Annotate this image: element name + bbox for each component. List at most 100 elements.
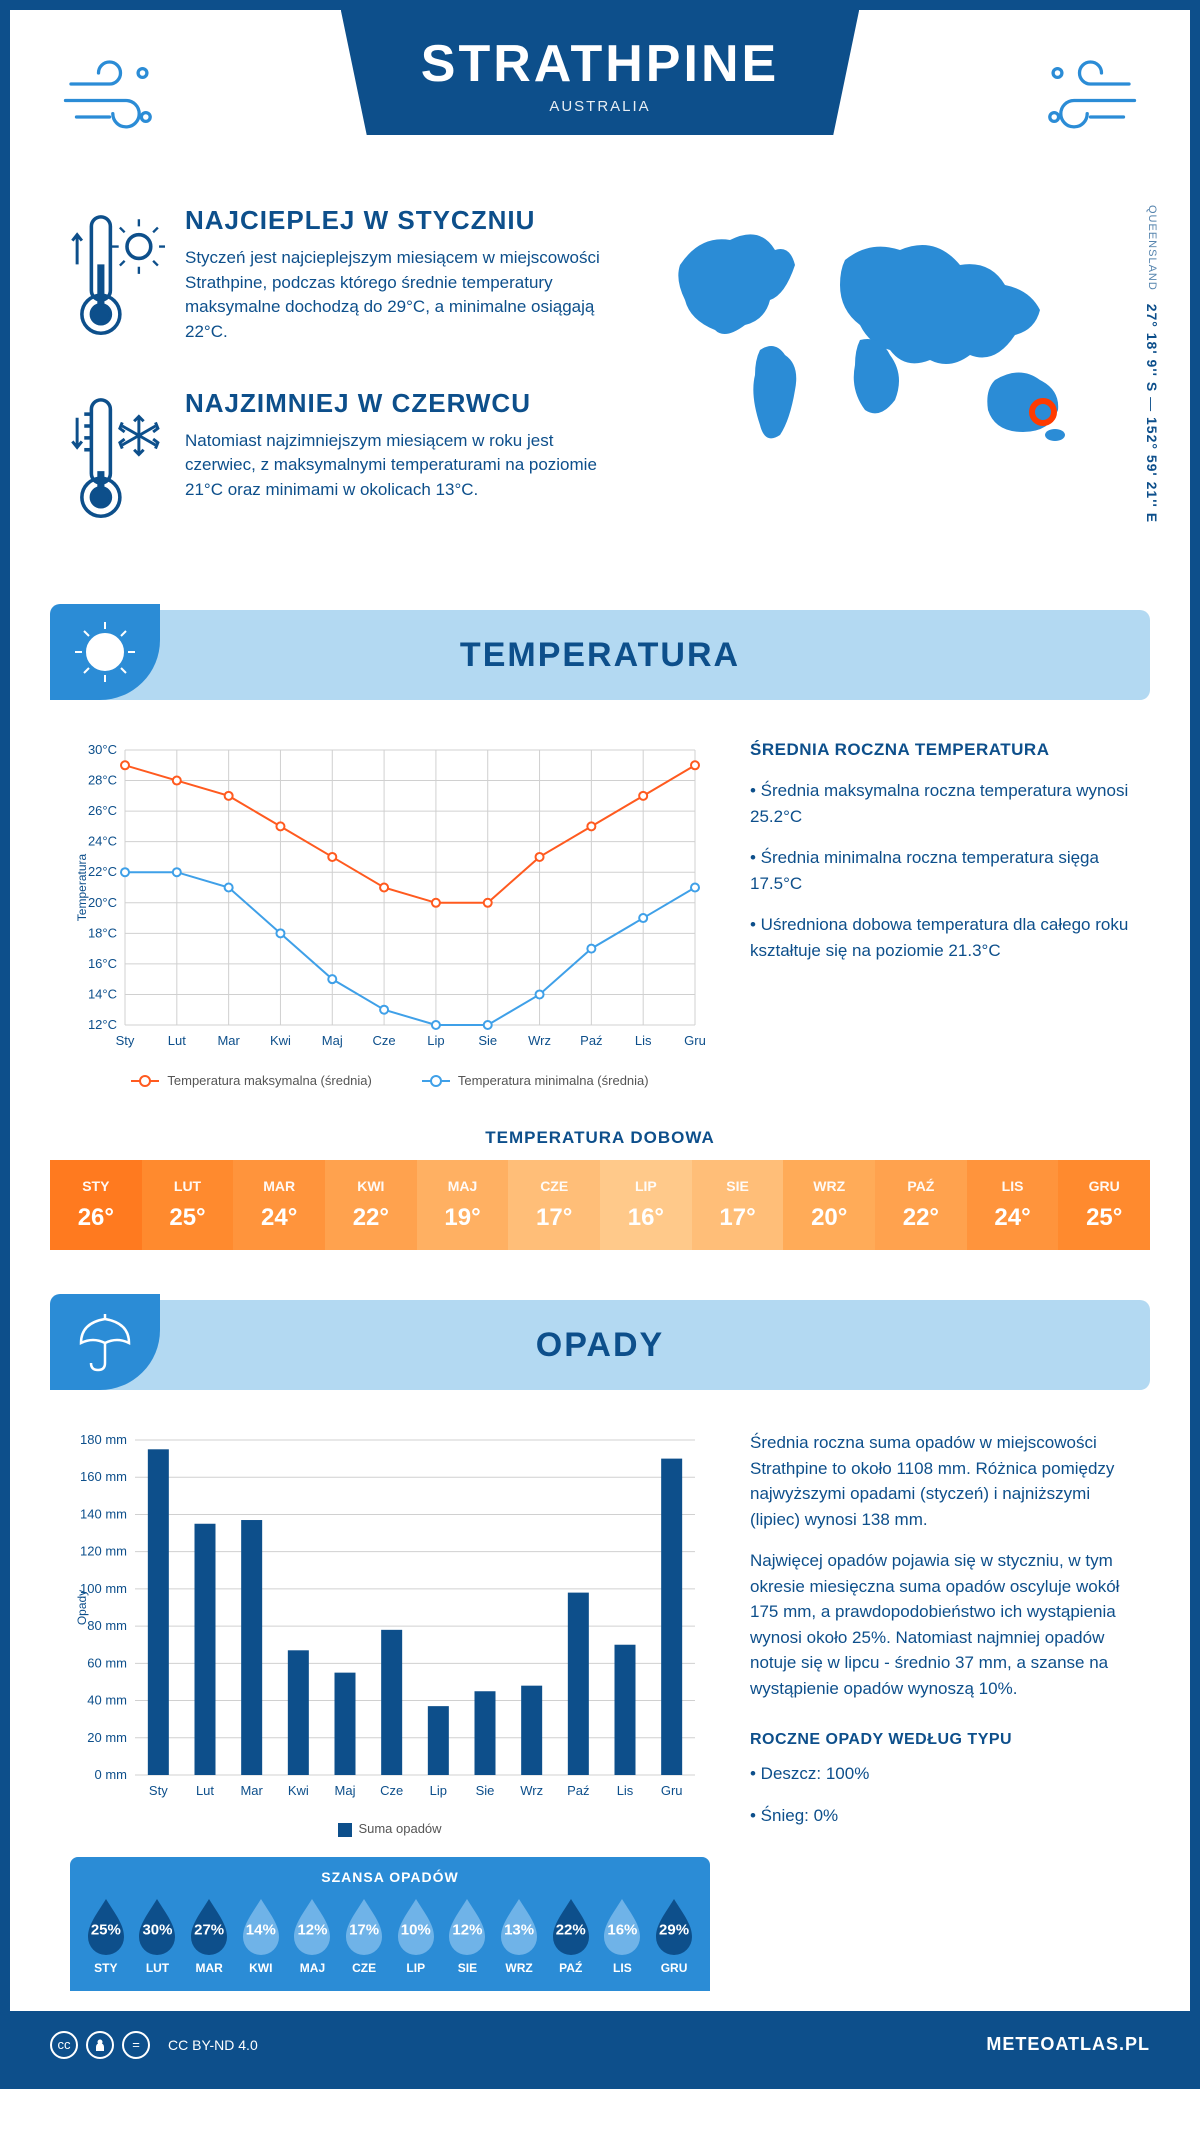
annual-temp-item: • Średnia maksymalna roczna temperatura …	[750, 778, 1130, 829]
svg-text:20 mm: 20 mm	[87, 1730, 127, 1745]
chance-drop: 14% KWI	[237, 1897, 285, 1975]
chance-drop: 16% LIS	[598, 1897, 646, 1975]
svg-text:26°C: 26°C	[88, 803, 117, 818]
precip-chance-title: SZANSA OPADÓW	[70, 1869, 710, 1885]
svg-text:20°C: 20°C	[88, 895, 117, 910]
daily-temp-cell: SIE17°	[692, 1160, 784, 1250]
info-row: NAJCIEPLEJ W STYCZNIU Styczeń jest najci…	[10, 175, 1190, 610]
by-icon	[86, 2031, 114, 2059]
svg-text:140 mm: 140 mm	[80, 1506, 127, 1521]
title-banner: STRATHPINE AUSTRALIA	[341, 10, 859, 135]
header: STRATHPINE AUSTRALIA	[10, 10, 1190, 175]
license-text: CC BY-ND 4.0	[168, 2037, 258, 2053]
chance-drop: 25% STY	[82, 1897, 130, 1975]
chance-drop: 12% MAJ	[288, 1897, 336, 1975]
svg-text:Paź: Paź	[580, 1033, 602, 1048]
precip-section-header: OPADY	[50, 1300, 1150, 1390]
daily-temp-cell: STY26°	[50, 1160, 142, 1250]
svg-text:12°C: 12°C	[88, 1017, 117, 1032]
daily-temp-cell: LUT25°	[142, 1160, 234, 1250]
annual-temp-item: • Uśredniona dobowa temperatura dla całe…	[750, 912, 1130, 963]
svg-text:30°C: 30°C	[88, 742, 117, 757]
svg-text:Kwi: Kwi	[270, 1033, 291, 1048]
hottest-title: NAJCIEPLEJ W STYCZNIU	[185, 205, 610, 236]
chance-drop: 30% LUT	[133, 1897, 181, 1975]
coordinates: QUEENSLAND 27° 18' 9'' S — 152° 59' 21''…	[1144, 205, 1160, 523]
latitude: 27° 18' 9'' S	[1144, 304, 1160, 393]
svg-text:0 mm: 0 mm	[95, 1767, 128, 1782]
temperature-chart-legend: Temperatura maksymalna (średnia)Temperat…	[70, 1073, 710, 1088]
annual-temp-title: ŚREDNIA ROCZNA TEMPERATURA	[750, 740, 1130, 760]
site-name: METEOATLAS.PL	[986, 2034, 1150, 2055]
svg-text:Maj: Maj	[335, 1783, 356, 1798]
hottest-text: Styczeń jest najcieplejszym miesiącem w …	[185, 246, 610, 345]
page-subtitle: AUSTRALIA	[421, 98, 779, 115]
svg-text:Sie: Sie	[478, 1033, 497, 1048]
daily-temp-cell: MAR24°	[233, 1160, 325, 1250]
svg-text:18°C: 18°C	[88, 925, 117, 940]
svg-text:120 mm: 120 mm	[80, 1544, 127, 1559]
chance-drop: 10% LIP	[392, 1897, 440, 1975]
daily-temp-cell: WRZ20°	[783, 1160, 875, 1250]
svg-text:22°C: 22°C	[88, 864, 117, 879]
page-title: STRATHPINE	[421, 34, 779, 94]
coldest-text: Natomiast najzimniejszym miesiącem w rok…	[185, 429, 610, 503]
precip-chance-box: SZANSA OPADÓW 25% STY 30% LUT 27% MAR 14…	[70, 1857, 710, 1991]
cc-icon: cc	[50, 2031, 78, 2059]
svg-text:Lis: Lis	[635, 1033, 652, 1048]
svg-text:Wrz: Wrz	[520, 1783, 543, 1798]
svg-text:Paź: Paź	[567, 1783, 589, 1798]
svg-text:28°C: 28°C	[88, 773, 117, 788]
daily-temp-cell: MAJ19°	[417, 1160, 509, 1250]
svg-text:Cze: Cze	[373, 1033, 396, 1048]
svg-text:Gru: Gru	[684, 1033, 706, 1048]
precip-type-item: • Śnieg: 0%	[750, 1803, 1130, 1829]
hottest-block: NAJCIEPLEJ W STYCZNIU Styczeń jest najci…	[70, 205, 610, 353]
svg-text:Kwi: Kwi	[288, 1783, 309, 1798]
svg-text:Lis: Lis	[617, 1783, 634, 1798]
svg-text:Sty: Sty	[149, 1783, 168, 1798]
svg-text:Maj: Maj	[322, 1033, 343, 1048]
daily-temperature-table: STY26°LUT25°MAR24°KWI22°MAJ19°CZE17°LIP1…	[50, 1160, 1150, 1250]
temperature-header-title: TEMPERATURA	[460, 636, 740, 675]
svg-text:180 mm: 180 mm	[80, 1432, 127, 1447]
precip-text-2: Najwięcej opadów pojawia się w styczniu,…	[750, 1548, 1130, 1701]
daily-temp-cell: LIP16°	[600, 1160, 692, 1250]
svg-text:Gru: Gru	[661, 1783, 683, 1798]
chance-drop: 17% CZE	[340, 1897, 388, 1975]
precip-bar-chart: 0 mm20 mm40 mm60 mm80 mm100 mm120 mm140 …	[70, 1430, 710, 1837]
thermometer-sun-icon	[70, 205, 165, 353]
daily-temp-cell: CZE17°	[508, 1160, 600, 1250]
coldest-title: NAJZIMNIEJ W CZERWCU	[185, 388, 610, 419]
chance-drop: 29% GRU	[650, 1897, 698, 1975]
svg-text:Mar: Mar	[240, 1783, 263, 1798]
license-badge: cc = CC BY-ND 4.0	[50, 2031, 258, 2059]
svg-text:Lut: Lut	[168, 1033, 186, 1048]
chance-drop: 27% MAR	[185, 1897, 233, 1975]
svg-text:Temperatura: Temperatura	[75, 853, 89, 921]
precip-text: Średnia roczna suma opadów w miejscowośc…	[750, 1430, 1130, 1991]
daily-temp-cell: KWI22°	[325, 1160, 417, 1250]
chance-drop: 12% SIE	[443, 1897, 491, 1975]
chance-drop: 13% WRZ	[495, 1897, 543, 1975]
wind-icon-right	[1030, 40, 1140, 155]
daily-temp-cell: GRU25°	[1058, 1160, 1150, 1250]
precip-by-type-title: ROCZNE OPADY WEDŁUG TYPU	[750, 1731, 1130, 1749]
svg-text:Opady: Opady	[75, 1590, 89, 1625]
svg-text:Lip: Lip	[427, 1033, 444, 1048]
chance-drop: 22% PAŹ	[547, 1897, 595, 1975]
region-label: QUEENSLAND	[1146, 205, 1158, 291]
svg-text:14°C: 14°C	[88, 986, 117, 1001]
temperature-section-header: TEMPERATURA	[50, 610, 1150, 700]
daily-temp-cell: PAŹ22°	[875, 1160, 967, 1250]
umbrella-icon	[50, 1294, 160, 1390]
svg-text:Lut: Lut	[196, 1783, 214, 1798]
svg-text:24°C: 24°C	[88, 834, 117, 849]
svg-text:Mar: Mar	[217, 1033, 240, 1048]
footer: cc = CC BY-ND 4.0 METEOATLAS.PL	[10, 2011, 1190, 2079]
precip-header-title: OPADY	[536, 1326, 664, 1365]
svg-text:Cze: Cze	[380, 1783, 403, 1798]
svg-text:Sie: Sie	[476, 1783, 495, 1798]
legend-item: Temperatura maksymalna (średnia)	[131, 1073, 371, 1088]
nd-icon: =	[122, 2031, 150, 2059]
